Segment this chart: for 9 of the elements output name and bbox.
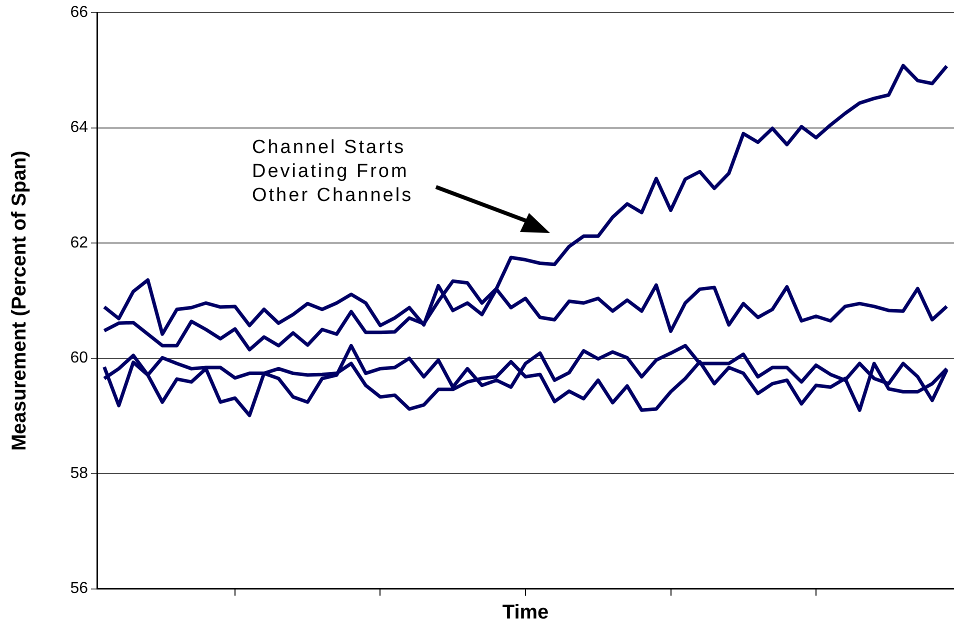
y-tick-label: 58 bbox=[70, 464, 88, 482]
y-axis-title: Measurement (Percent of Span) bbox=[8, 150, 31, 451]
y-tick-label: 62 bbox=[70, 234, 88, 252]
y-tick-label: 66 bbox=[70, 4, 88, 22]
y-tick-label: 56 bbox=[70, 580, 88, 598]
y-tick-label: 64 bbox=[70, 119, 88, 136]
x-axis-title: Time bbox=[502, 602, 549, 624]
annotation: Channel Starts Deviating From Other Channels bbox=[252, 136, 414, 208]
y-tick-label: 60 bbox=[70, 350, 88, 367]
